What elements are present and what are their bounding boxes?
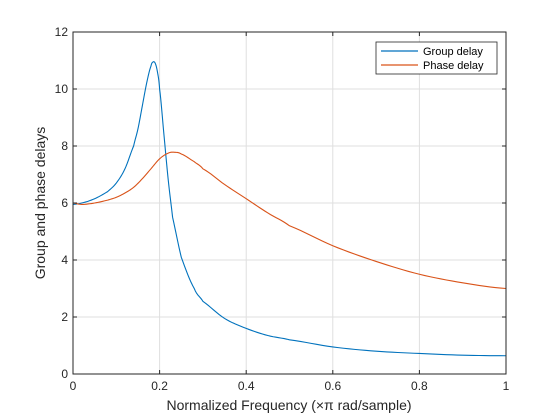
x-tick-label: 0.2 <box>151 379 168 393</box>
legend-entry-1: Phase delay <box>423 60 484 72</box>
series-lines <box>72 61 507 357</box>
x-axis-label: Normalized Frequency (×π rad/sample) <box>166 397 411 413</box>
legend: Group delay Phase delay <box>375 41 498 75</box>
x-tick-label: 0.6 <box>324 379 341 393</box>
y-axis-label: Group and phase delays <box>32 127 48 280</box>
x-tick-label: 1 <box>503 379 510 393</box>
y-tick-label: 8 <box>61 139 68 153</box>
legend-box <box>375 41 498 75</box>
y-tick-label: 6 <box>61 196 68 210</box>
y-tick-label: 2 <box>61 310 68 324</box>
x-tick-label: 0.4 <box>238 379 255 393</box>
x-tick-label: 0.8 <box>411 379 428 393</box>
series-line-0 <box>72 61 507 357</box>
y-tick-label: 10 <box>55 82 69 96</box>
legend-entry-0: Group delay <box>423 46 483 58</box>
y-tick-label: 4 <box>61 253 68 267</box>
series-line-1 <box>72 151 507 290</box>
y-tick-label: 0 <box>61 367 68 381</box>
y-tick-label: 12 <box>55 25 69 39</box>
x-tick-label: 0 <box>70 379 77 393</box>
